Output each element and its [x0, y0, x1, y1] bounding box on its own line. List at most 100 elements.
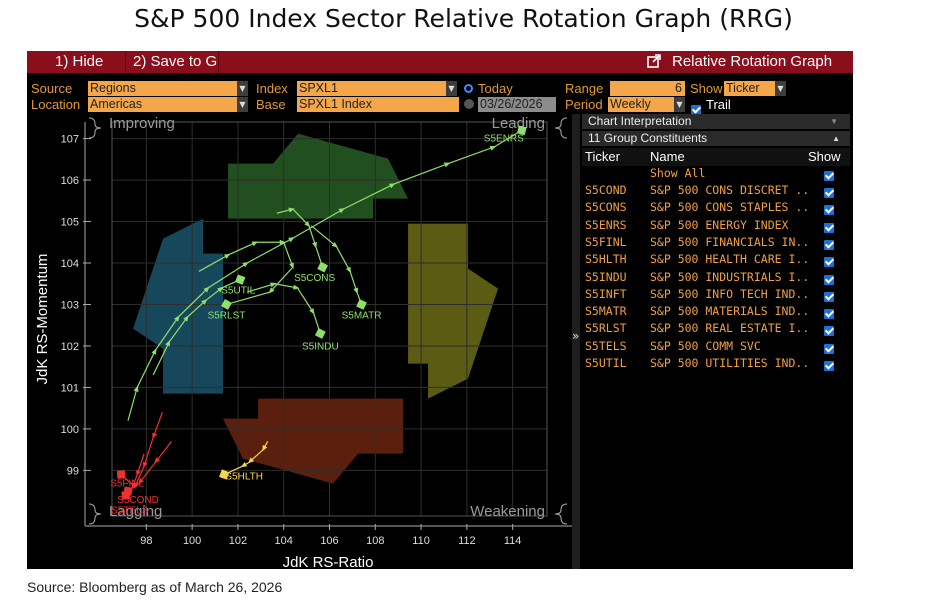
trail-arrow-s5util: [165, 340, 171, 347]
range-field[interactable]: 6: [610, 81, 685, 96]
name-cell: S&P 500 INFO TECH IND...: [650, 286, 810, 301]
table-row[interactable]: S5CONS S&P 500 CONS STAPLES ...: [582, 199, 850, 216]
show-all-checkbox[interactable]: [824, 168, 834, 185]
page-title: S&P 500 Index Sector Relative Rotation G…: [134, 4, 793, 33]
trail-arrow-s5rlst: [289, 262, 294, 270]
y-tick-label: 102: [61, 341, 79, 353]
ticker-cell: S5COND: [585, 183, 627, 197]
series-head-s5tels[interactable]: [121, 490, 131, 500]
series-label-s5cond: S5COND: [117, 495, 159, 506]
plot-frame: [111, 121, 548, 517]
name-cell: S&P 500 CONS STAPLES ...: [650, 200, 810, 215]
hide-button[interactable]: 1) Hide: [55, 53, 104, 70]
col-name-header[interactable]: Name: [650, 149, 685, 164]
show-checkbox[interactable]: [824, 272, 834, 289]
y-tick-label: 106: [61, 175, 79, 187]
collapse-panel-icon[interactable]: »: [572, 329, 580, 343]
series-head-s5cons[interactable]: [317, 261, 329, 273]
source-dropdown-arrow-icon[interactable]: ▼: [237, 81, 248, 96]
trail-arrow-s5enrs: [338, 208, 345, 214]
table-row[interactable]: S5FINL S&P 500 FINANCIALS IN...: [582, 234, 850, 251]
x-axis-title: JdK RS-Ratio: [283, 554, 374, 569]
trail-arrow-s5hlth: [247, 457, 255, 464]
show-checkbox[interactable]: [824, 341, 834, 358]
series-trail-s5cond: [127, 440, 173, 492]
index-dropdown-arrow-icon[interactable]: ▼: [446, 81, 457, 96]
trail-arrow-s5indu: [270, 282, 277, 288]
window-toolbar: 1) Hide 2) Save to G Relative Rotation G…: [27, 51, 853, 73]
show-checkbox[interactable]: [824, 289, 834, 306]
index-field[interactable]: SPXL1: [297, 81, 449, 96]
trail-arrow-s5enrs: [174, 315, 180, 322]
series-label-s5indu: S5INDU: [302, 342, 339, 353]
trail-arrow-s5indu: [293, 284, 300, 290]
y-tick-label: 100: [61, 424, 79, 436]
table-row[interactable]: S5HLTH S&P 500 HEALTH CARE I...: [582, 251, 850, 268]
constituents-title: 11 Group Constituents: [588, 131, 708, 145]
series-head-s5util[interactable]: [235, 274, 246, 285]
trail-arrow-s5rlst: [279, 239, 286, 245]
show-all-row[interactable]: Show All: [582, 165, 850, 182]
location-dropdown-arrow-icon[interactable]: ▼: [237, 97, 248, 112]
date-field[interactable]: 03/26/2026: [478, 97, 556, 112]
table-row[interactable]: S5INDU S&P 500 INDUSTRIALS I...: [582, 269, 850, 286]
name-cell: S&P 500 UTILITIES IND...: [650, 356, 810, 370]
trail-checkbox[interactable]: [691, 99, 701, 118]
name-cell: S&P 500 FINANCIALS IN...: [650, 234, 810, 249]
show-checkbox[interactable]: [824, 185, 834, 202]
chevron-down-icon[interactable]: ▼: [830, 117, 838, 126]
show-checkbox[interactable]: [824, 202, 834, 219]
show-checkbox[interactable]: [824, 306, 834, 323]
table-row[interactable]: S5ENRS S&P 500 ENERGY INDEX: [582, 217, 850, 234]
trail-label: Trail: [706, 97, 731, 112]
y-tick-label: 105: [61, 217, 79, 229]
table-row[interactable]: S5RLST S&P 500 REAL ESTATE I...: [582, 320, 850, 337]
table-row[interactable]: S5UTIL S&P 500 UTILITIES IND...: [582, 355, 850, 372]
show-field[interactable]: Ticker: [724, 81, 776, 96]
show-checkbox[interactable]: [824, 220, 834, 237]
series-label-s5matr: S5MATR: [342, 310, 382, 321]
y-tick-label: 107: [61, 134, 79, 146]
location-field[interactable]: Americas: [88, 97, 238, 112]
source-field[interactable]: Regions: [88, 81, 238, 96]
show-checkbox[interactable]: [824, 358, 834, 375]
series-head-s5finl[interactable]: [116, 470, 126, 479]
period-dropdown-arrow-icon[interactable]: ▼: [674, 97, 685, 112]
series-head-s5hlth[interactable]: [219, 469, 230, 480]
ticker-cell: S5MATR: [585, 304, 627, 319]
constituents-panel: Chart Interpretation ▼ 11 Group Constitu…: [582, 114, 850, 569]
show-checkbox[interactable]: [824, 254, 834, 271]
lagging-quadrant-arrow: [223, 398, 404, 484]
source-note: Source: Bloomberg as of March 26, 2026: [27, 579, 283, 595]
constituents-header[interactable]: 11 Group Constituents ▲: [582, 131, 850, 146]
table-row[interactable]: S5MATR S&P 500 MATERIALS IND...: [582, 303, 850, 320]
ticker-cell: S5TELS: [585, 338, 627, 353]
chevron-up-icon[interactable]: ▲: [832, 134, 840, 143]
period-field[interactable]: Weekly: [608, 97, 675, 112]
series-head-s5rlst[interactable]: [221, 299, 232, 310]
table-row[interactable]: S5COND S&P 500 CONS DISCRET ...: [582, 182, 850, 199]
show-checkbox[interactable]: [824, 237, 834, 254]
date-radio[interactable]: [464, 99, 474, 109]
save-button[interactable]: 2) Save to G: [133, 53, 218, 70]
external-window-icon[interactable]: [647, 53, 661, 71]
panel-splitter[interactable]: »: [572, 114, 580, 569]
series-trail-s5util: [152, 279, 241, 376]
base-field[interactable]: SPXL1 Index: [297, 97, 459, 112]
chart-interpretation-header[interactable]: Chart Interpretation ▼: [582, 114, 850, 129]
show-checkbox[interactable]: [824, 323, 834, 340]
col-ticker-header[interactable]: Ticker: [585, 149, 620, 164]
quadrant-label-lagging: Lagging: [109, 503, 162, 520]
series-head-s5matr[interactable]: [356, 299, 367, 310]
col-show-header[interactable]: Show: [808, 149, 841, 164]
series-head-s5indu[interactable]: [314, 328, 326, 339]
name-cell: S&P 500 ENERGY INDEX: [650, 217, 789, 232]
trail-arrow-s5enrs: [242, 261, 249, 268]
show-dropdown-arrow-icon[interactable]: ▼: [775, 81, 786, 96]
trail-arrow-s5enrs: [489, 145, 497, 151]
y-axis-title: JdK RS-Momentum: [34, 254, 51, 385]
today-radio[interactable]: [464, 84, 473, 93]
table-row[interactable]: S5TELS S&P 500 COMM SVC: [582, 338, 850, 355]
table-row[interactable]: S5INFT S&P 500 INFO TECH IND...: [582, 286, 850, 303]
series-head-s5enrs[interactable]: [516, 125, 527, 136]
